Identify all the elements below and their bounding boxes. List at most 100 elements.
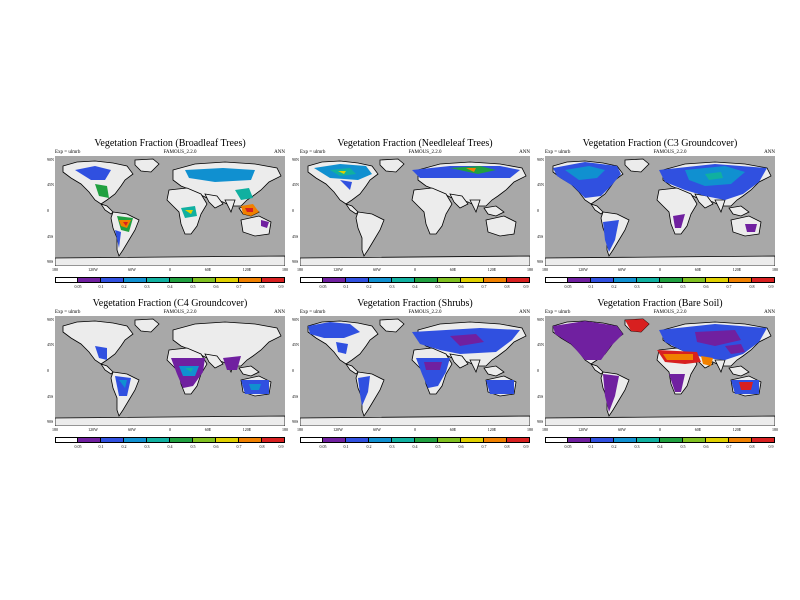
lat-tick: 45N — [537, 182, 544, 187]
colorbar-tick: 0.8 — [259, 284, 265, 289]
lat-tick: 45N — [47, 342, 54, 347]
lon-tick: 60W — [618, 267, 626, 272]
lon-tick: 180 — [282, 267, 288, 272]
lon-tick: 120E — [487, 267, 497, 272]
lon-tick: 60W — [128, 427, 136, 432]
colorbar-tick: 0.4 — [657, 444, 663, 449]
colorbar-tick: 0.2 — [611, 444, 617, 449]
colorbar — [55, 277, 285, 283]
colorbar-tick: 0.5 — [435, 444, 441, 449]
lat-tick: 45N — [537, 342, 544, 347]
lon-tick: 180 — [297, 427, 303, 432]
lon-tick: 180 — [52, 427, 58, 432]
lon-tick: 120W — [88, 427, 98, 432]
colorbar-tick: 0.5 — [190, 444, 196, 449]
lon-tick: 120E — [242, 267, 252, 272]
colorbar-tick: 0.8 — [504, 444, 510, 449]
map-panel-shrubs: Vegetation Fraction (Shrubs) Exp = ulmrb… — [292, 298, 540, 458]
lon-tick: 60E — [204, 427, 212, 432]
colorbar-tick: 0.2 — [611, 284, 617, 289]
colorbar-tick: 0.5 — [680, 444, 686, 449]
colorbar — [545, 277, 775, 283]
colorbar-tick: 0.9 — [523, 444, 529, 449]
colorbar-tick: 0.1 — [343, 444, 349, 449]
vegetation-shading — [553, 319, 767, 412]
model-label: FAMOUS_2.2.0 — [408, 150, 442, 155]
lat-tick: 90N — [537, 157, 544, 162]
colorbar-tick: 0.8 — [259, 444, 265, 449]
experiment-label: Exp = ulmrb — [55, 150, 81, 155]
lat-tick: 90N — [292, 157, 299, 162]
map-plot — [55, 156, 285, 266]
experiment-label: Exp = ulmrb — [545, 310, 571, 315]
colorbar-tick: 0.2 — [121, 444, 127, 449]
lon-tick: 180 — [282, 427, 288, 432]
lat-tick: 0 — [537, 368, 539, 373]
lon-tick: 60E — [694, 267, 702, 272]
colorbar-tick: 0.7 — [481, 284, 487, 289]
lon-tick: 120W — [578, 427, 588, 432]
map-panel-c4-groundcover: Vegetation Fraction (C4 Groundcover) Exp… — [47, 298, 295, 458]
vegetation-shading — [553, 162, 767, 252]
map-plot — [55, 316, 285, 426]
colorbar-tick: 0.2 — [366, 284, 372, 289]
lat-tick: 45S — [537, 234, 544, 239]
colorbar-tick: 0.8 — [749, 284, 755, 289]
lon-tick: 60W — [373, 267, 381, 272]
lon-tick: 180 — [297, 267, 303, 272]
colorbar-tick: 0.3 — [634, 444, 640, 449]
season-label: ANN — [274, 150, 285, 155]
lon-tick: 0 — [659, 267, 661, 272]
colorbar-tick: 0.2 — [121, 284, 127, 289]
model-label: FAMOUS_2.2.0 — [653, 150, 687, 155]
colorbar-tick: 0.05 — [564, 444, 572, 449]
map-panel-bare-soil: Vegetation Fraction (Bare Soil) Exp = ul… — [537, 298, 785, 458]
lat-tick: 90S — [537, 419, 544, 424]
vegetation-shading — [75, 166, 269, 248]
colorbar-tick: 0.5 — [435, 284, 441, 289]
colorbar — [55, 437, 285, 443]
lon-tick: 120E — [732, 267, 742, 272]
colorbar-tick: 0.8 — [504, 284, 510, 289]
panel-title: Vegetation Fraction (Needleleaf Trees) — [337, 138, 493, 149]
colorbar-tick: 0.2 — [366, 444, 372, 449]
lon-tick: 60E — [449, 427, 457, 432]
colorbar-tick: 0.7 — [726, 444, 732, 449]
lat-tick: 0 — [292, 208, 294, 213]
map-panel-needleleaf-trees: Vegetation Fraction (Needleleaf Trees) E… — [292, 138, 540, 298]
lat-tick: 90N — [47, 317, 54, 322]
lat-tick: 0 — [47, 208, 49, 213]
colorbar-tick: 0.9 — [768, 444, 774, 449]
colorbar-tick: 0.4 — [167, 284, 173, 289]
lon-tick: 180 — [527, 427, 533, 432]
colorbar-tick: 0.4 — [412, 444, 418, 449]
lon-tick: 0 — [414, 267, 416, 272]
lon-tick: 120W — [333, 427, 343, 432]
map-panel-broadleaf-trees: Vegetation Fraction (Broadleaf Trees) Ex… — [47, 138, 295, 298]
colorbar-tick: 0.6 — [703, 444, 709, 449]
colorbar-tick: 0.7 — [236, 284, 242, 289]
vegetation-shading — [95, 346, 269, 396]
experiment-label: Exp = ulmrb — [545, 150, 571, 155]
lon-tick: 120E — [487, 427, 497, 432]
colorbar-tick: 0.9 — [768, 284, 774, 289]
colorbar-tick: 0.5 — [680, 284, 686, 289]
colorbar-tick: 0.3 — [144, 284, 150, 289]
lat-tick: 90S — [47, 259, 54, 264]
lon-tick: 60W — [618, 427, 626, 432]
colorbar-tick: 0.3 — [634, 284, 640, 289]
lat-tick: 90S — [292, 419, 299, 424]
experiment-label: Exp = ulmrb — [300, 150, 326, 155]
lon-tick: 180 — [772, 427, 778, 432]
map-plot — [300, 316, 530, 426]
colorbar-tick: 0.6 — [213, 444, 219, 449]
map-plot — [300, 156, 530, 266]
colorbar-tick: 0.5 — [190, 284, 196, 289]
lon-tick: 60W — [128, 267, 136, 272]
colorbar-tick: 0.1 — [588, 284, 594, 289]
lat-tick: 90S — [47, 419, 54, 424]
lon-tick: 0 — [659, 427, 661, 432]
panel-title: Vegetation Fraction (Bare Soil) — [597, 298, 723, 309]
colorbar-tick: 0.6 — [458, 284, 464, 289]
colorbar-tick: 0.1 — [588, 444, 594, 449]
